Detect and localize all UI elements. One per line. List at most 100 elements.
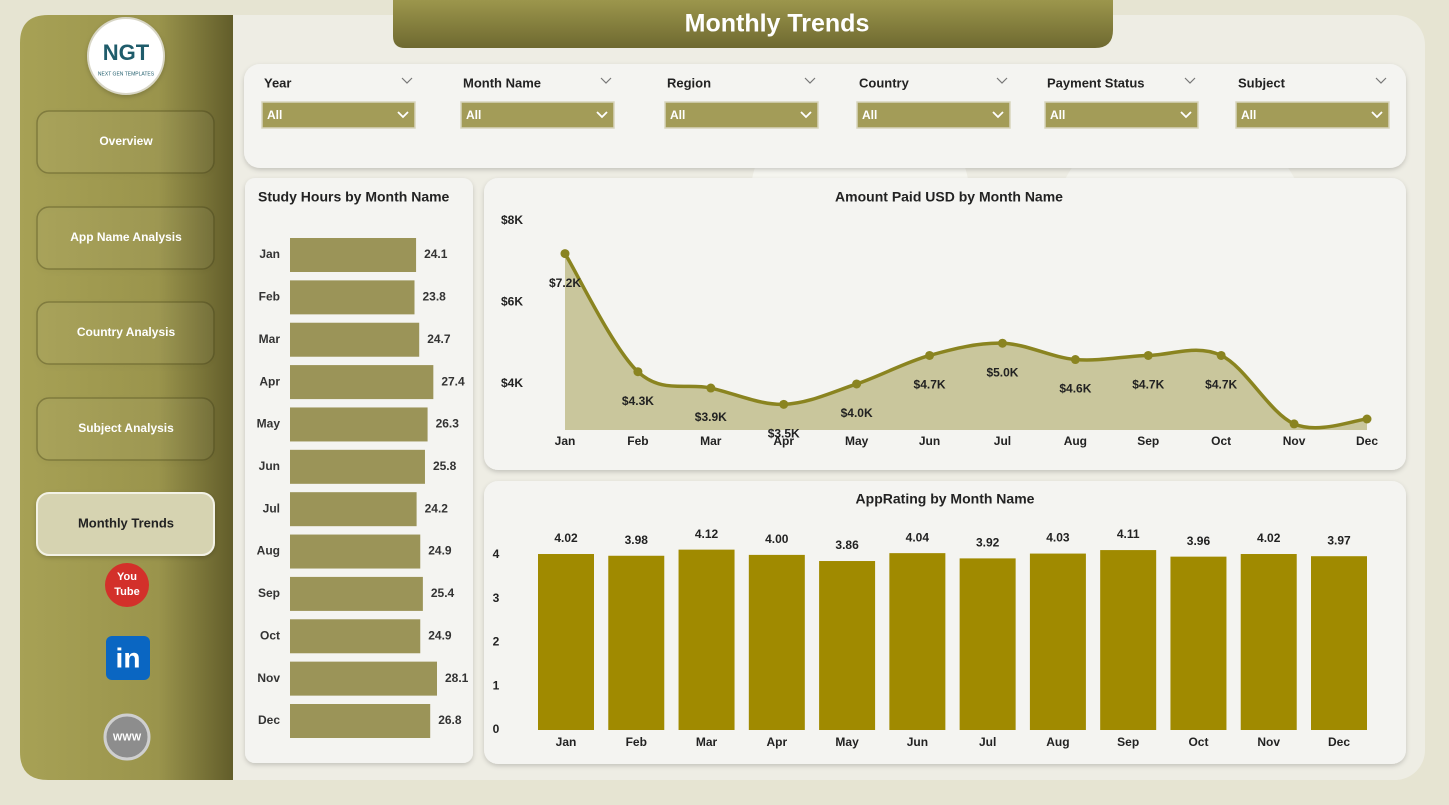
area	[565, 253, 1367, 430]
bar	[290, 576, 423, 611]
web-icon[interactable]	[103, 713, 151, 761]
y-tick-label: Oct	[260, 628, 280, 642]
bar	[290, 619, 421, 654]
filter-dropdown[interactable]	[856, 101, 1011, 129]
x-tick-label: Jun	[919, 434, 940, 448]
filter-label: Payment Status	[1047, 75, 1145, 90]
bar	[290, 492, 417, 527]
y-tick-label: $6K	[501, 295, 523, 309]
x-tick-label: Oct	[1188, 735, 1208, 749]
bar	[889, 553, 946, 730]
bar	[290, 449, 425, 484]
x-tick-label: May	[835, 735, 859, 749]
data-label: 3.97	[1327, 533, 1351, 547]
nav-button[interactable]	[36, 397, 215, 461]
x-tick-label: Nov	[1283, 434, 1306, 448]
chevron	[804, 77, 816, 84]
y-tick-label: Feb	[259, 290, 280, 304]
filter-dropdown[interactable]	[261, 101, 416, 129]
linkedin-text: in	[116, 642, 141, 673]
data-label: $4.7K	[1132, 378, 1164, 392]
x-tick-label: Jan	[556, 735, 577, 749]
point	[1216, 350, 1226, 360]
filter-dropdown[interactable]	[1044, 101, 1199, 129]
data-label: 26.8	[438, 713, 462, 727]
filter-dropdown[interactable]	[664, 101, 819, 129]
filter-value: All	[466, 108, 481, 122]
data-label: $5.0K	[986, 365, 1018, 379]
data-label: $4.6K	[1059, 382, 1091, 396]
data-label: 24.7	[427, 332, 451, 346]
nav-button[interactable]	[36, 492, 215, 556]
x-tick-label: Jul	[994, 434, 1011, 448]
chevron	[1371, 111, 1383, 119]
data-label: $3.9K	[695, 410, 727, 424]
filter-dropdown[interactable]	[1235, 101, 1390, 129]
data-label: 4.00	[765, 532, 789, 546]
y-tick-label: Aug	[257, 544, 280, 558]
chevron	[401, 77, 413, 84]
nav-label: Subject Analysis	[78, 421, 174, 435]
data-label: 25.8	[433, 459, 457, 473]
data-label: 3.98	[625, 533, 649, 547]
bar	[748, 554, 805, 730]
x-tick-label: Jan	[555, 434, 576, 448]
point	[633, 367, 643, 377]
point	[925, 350, 935, 360]
data-label: 3.92	[976, 536, 1000, 550]
linkedin-icon[interactable]	[106, 636, 150, 680]
chevron	[596, 111, 608, 119]
filter-label: Subject	[1238, 75, 1286, 90]
chart-title: Amount Paid USD by Month Name	[835, 189, 1063, 205]
point	[852, 379, 862, 389]
y-tick-label: 2	[493, 635, 500, 649]
bar	[290, 534, 421, 569]
logo	[87, 17, 165, 95]
point	[1362, 414, 1372, 424]
nav-label: Country Analysis	[77, 325, 176, 339]
point	[560, 249, 570, 259]
y-tick-label: Apr	[259, 374, 280, 388]
bar	[290, 407, 428, 442]
filter-value: All	[862, 108, 877, 122]
youtube-icon[interactable]	[105, 563, 149, 607]
point	[997, 338, 1007, 348]
x-tick-label: Mar	[700, 434, 722, 448]
y-tick-label: $8K	[501, 213, 523, 227]
bar	[678, 549, 735, 730]
x-tick-label: Oct	[1211, 434, 1231, 448]
x-tick-label: Sep	[1117, 735, 1139, 749]
line	[563, 252, 1368, 430]
x-tick-label: Feb	[626, 735, 647, 749]
y-tick-label: Sep	[258, 586, 280, 600]
data-label: 23.8	[423, 290, 447, 304]
web-text: WWW	[113, 733, 142, 744]
x-tick-label: Jun	[907, 735, 928, 749]
bar	[959, 558, 1016, 730]
filter-value: All	[1050, 108, 1065, 122]
chart-title: AppRating by Month Name	[856, 491, 1035, 507]
chevron	[992, 111, 1004, 119]
data-label: 24.9	[428, 628, 452, 642]
chevron	[397, 111, 409, 119]
point	[1070, 355, 1080, 365]
data-label: $7.2K	[549, 276, 581, 290]
x-tick-label: Feb	[627, 434, 648, 448]
x-tick-label: Jul	[979, 735, 996, 749]
bar	[290, 238, 417, 272]
data-label: $4.3K	[622, 394, 654, 408]
youtube-text: You	[117, 571, 137, 583]
data-label: 24.9	[428, 544, 452, 558]
data-label: $4.0K	[841, 406, 873, 420]
filter-dropdown[interactable]	[460, 101, 615, 129]
nav-button[interactable]	[36, 301, 215, 365]
chevron	[1180, 111, 1192, 119]
y-tick-label: $4K	[501, 376, 523, 390]
x-tick-label: Apr	[766, 735, 787, 749]
nav-button[interactable]	[36, 110, 215, 174]
bar	[1100, 550, 1157, 730]
nav-button[interactable]	[36, 206, 215, 270]
data-label: $4.7K	[1205, 378, 1237, 392]
point	[706, 383, 716, 393]
data-label: 4.02	[1257, 531, 1281, 545]
